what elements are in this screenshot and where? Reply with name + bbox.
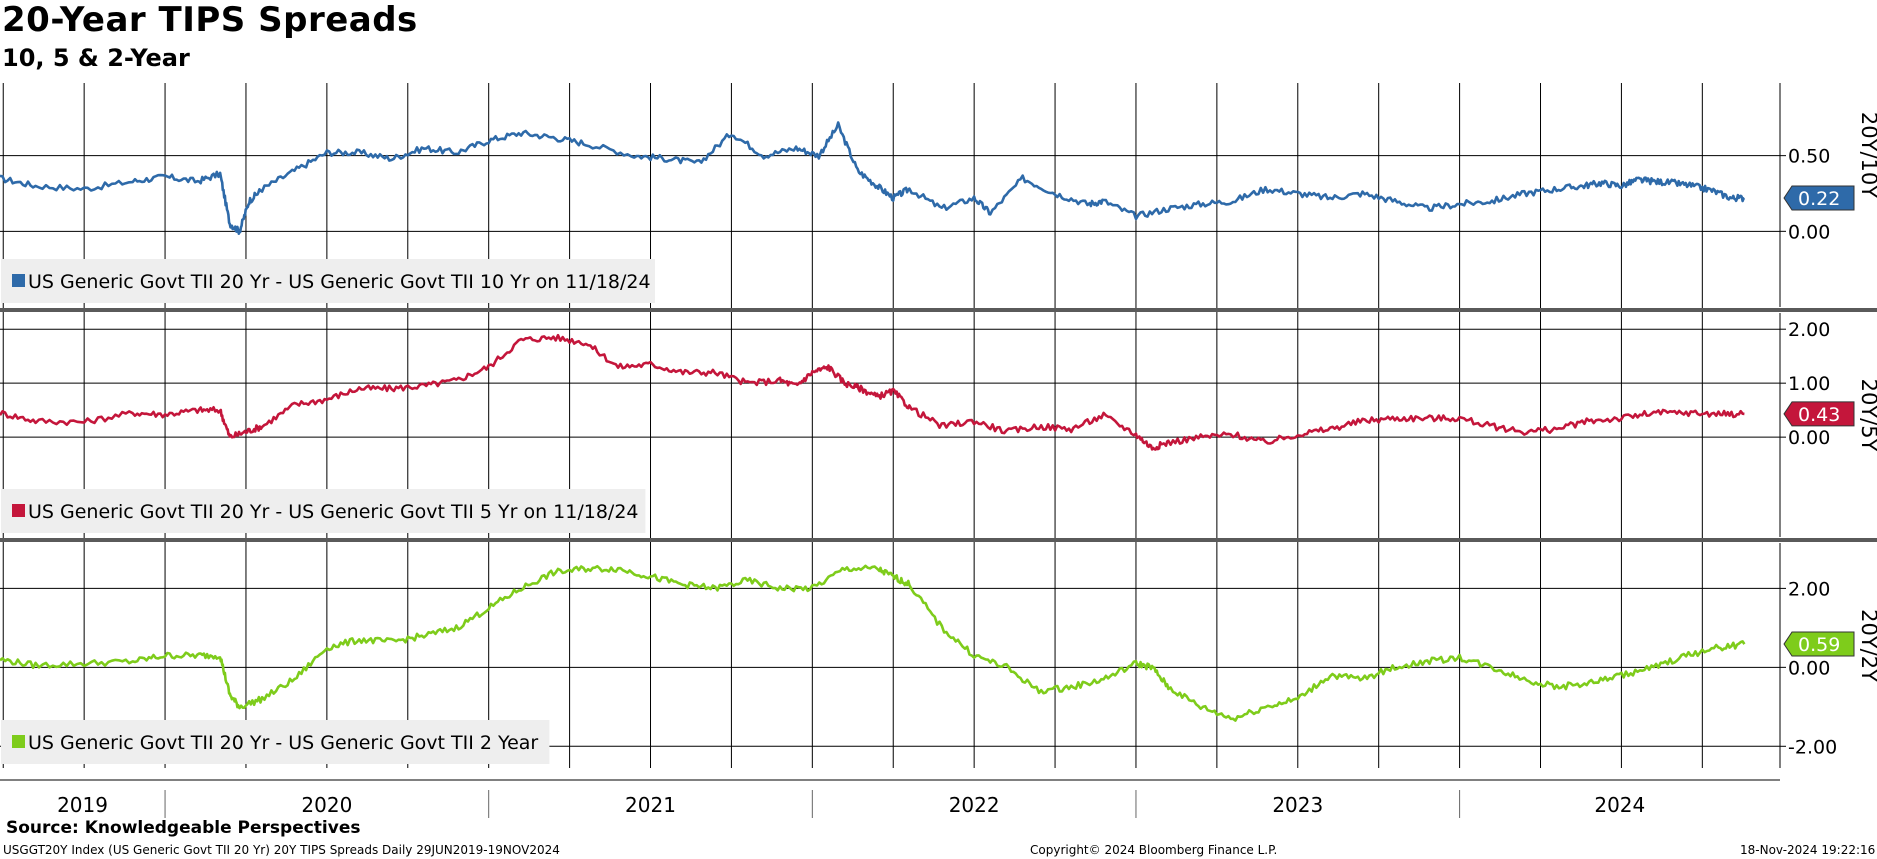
source-note: Source: Knowledgeable Perspectives <box>6 818 361 838</box>
chart-title: 20-Year TIPS Spreads <box>2 0 418 40</box>
legend-swatch <box>12 504 25 517</box>
legend-swatch <box>12 274 25 287</box>
legend-box <box>1 489 646 533</box>
x-tick-label-2022: 2022 <box>949 793 1000 817</box>
y-tick-label: 0.00 <box>1788 427 1830 449</box>
panel-axis-label: 20Y/10Y <box>1857 112 1877 198</box>
y-tick-label: 0.00 <box>1788 657 1830 679</box>
series-line <box>0 121 1746 235</box>
legend-label: US Generic Govt TII 20 Yr - US Generic G… <box>28 271 651 293</box>
x-tick-label-2023: 2023 <box>1272 793 1323 817</box>
panel-20y-10y: 0.50 0.00 0.22 20Y/10Y US Generic Govt TII 2… <box>0 83 1877 312</box>
panel-separator <box>0 308 1877 312</box>
chart-subtitle: 10, 5 & 2-Year <box>2 44 190 72</box>
y-tick-label: -2.00 <box>1788 736 1837 758</box>
footer-index-description: USGGT20Y Index (US Generic Govt TII 20 Y… <box>3 843 560 857</box>
y-tick-label: 2.00 <box>1788 578 1830 600</box>
panel-axis-label: 20Y/2Y <box>1857 609 1877 682</box>
last-value-tag <box>1783 185 1855 211</box>
y-tick-label: 1.00 <box>1788 373 1830 395</box>
series-line <box>0 564 1746 722</box>
panel-20y-5y: 2.00 1.00 0.000.43 20Y/5Y US Generic Govt TI… <box>0 313 1877 542</box>
x-tick-label-2020: 2020 <box>301 793 352 817</box>
panel-separator <box>0 538 1877 542</box>
panel-axis-label: 20Y/5Y <box>1857 379 1877 452</box>
legend-swatch <box>12 735 25 748</box>
legend-box <box>1 720 550 764</box>
x-tick-label-2021: 2021 <box>625 793 676 817</box>
y-tick-label: 2.00 <box>1788 319 1830 341</box>
legend-label: US Generic Govt TII 20 Yr - US Generic G… <box>28 501 639 523</box>
x-tick-label-2024: 2024 <box>1594 793 1645 817</box>
y-tick-label: 0.00 <box>1788 221 1830 243</box>
last-value-label: 0.59 <box>1798 634 1840 656</box>
x-tick-label-2019: 2019 <box>57 793 108 817</box>
legend-box <box>1 259 655 303</box>
last-value-tag <box>1783 401 1855 427</box>
series-line <box>0 333 1745 451</box>
footer-copyright: Copyright© 2024 Bloomberg Finance L.P. <box>1030 843 1278 857</box>
legend-label: US Generic Govt TII 20 Yr - US Generic G… <box>28 732 538 754</box>
y-tick-label: 0.50 <box>1788 146 1830 168</box>
last-value-tag <box>1783 631 1855 657</box>
panel-20y-2y: 2.00 0.00 -2.00 0.59 20Y/2Y US Generic Govt T… <box>0 543 1877 768</box>
footer-timestamp: 18-Nov-2024 19:22:16 <box>1740 843 1876 857</box>
last-value-label: 0.22 <box>1798 188 1840 210</box>
last-value-label: 0.43 <box>1798 404 1840 426</box>
